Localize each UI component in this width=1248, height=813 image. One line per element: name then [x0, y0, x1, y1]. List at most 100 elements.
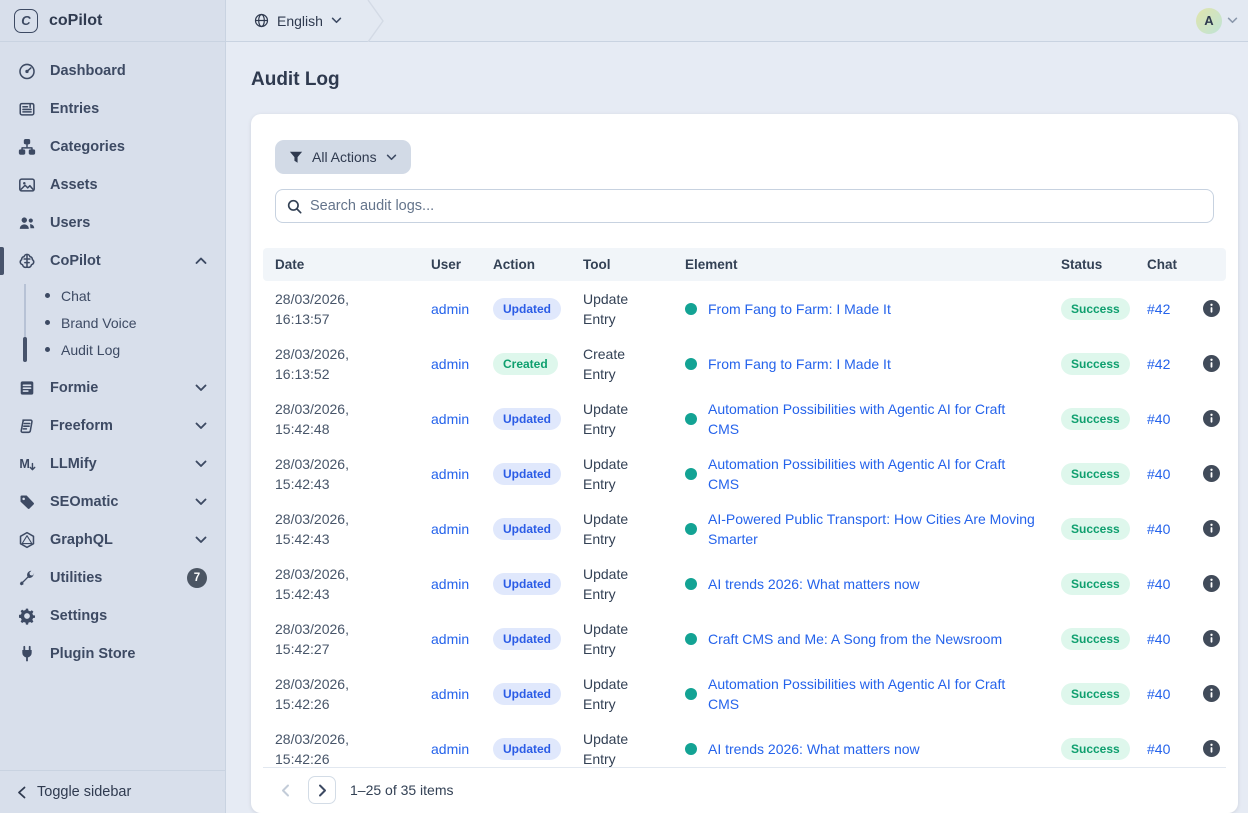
breadcrumb-separator-icon	[366, 0, 386, 42]
row-date: 28/03/2026,15:42:26	[263, 729, 419, 768]
sidebar-subitem-chat[interactable]: Chat	[0, 282, 225, 309]
table-row: 28/03/2026,15:42:26adminUpdatedUpdate En…	[263, 666, 1226, 721]
status-badge: Success	[1061, 408, 1130, 430]
sidebar-subitem-label: Audit Log	[61, 342, 120, 358]
chat-link[interactable]: #40	[1147, 521, 1170, 537]
info-icon[interactable]	[1203, 685, 1220, 702]
user-link[interactable]: admin	[431, 301, 469, 317]
app-window: C coPilot Dashboard Entries Categories Asse…	[0, 0, 1248, 813]
action-badge: Updated	[493, 463, 561, 485]
element-cell: Automation Possibilities with Agentic AI…	[673, 399, 1049, 439]
sidebar-item-assets[interactable]: Assets	[0, 166, 225, 204]
info-icon[interactable]	[1203, 410, 1220, 427]
sidebar-item-llmify[interactable]: MLLMify	[0, 445, 225, 483]
chat-link[interactable]: #40	[1147, 686, 1170, 702]
user-link[interactable]: admin	[431, 411, 469, 427]
chat-link[interactable]: #42	[1147, 301, 1170, 317]
sidebar-item-seomatic[interactable]: SEOmatic	[0, 483, 225, 521]
sidebar-item-label: Assets	[50, 177, 207, 193]
user-link[interactable]: admin	[431, 741, 469, 757]
sidebar-item-dashboard[interactable]: Dashboard	[0, 52, 225, 90]
user-link[interactable]: admin	[431, 466, 469, 482]
info-icon[interactable]	[1203, 520, 1220, 537]
toggle-sidebar-button[interactable]: Toggle sidebar	[0, 770, 225, 813]
brand[interactable]: C coPilot	[0, 0, 225, 42]
column-header-status: Status	[1049, 257, 1135, 272]
tool-label: Update Entry	[571, 564, 673, 604]
language-selector[interactable]: English	[254, 13, 342, 29]
sidebar-item-settings[interactable]: Settings	[0, 597, 225, 635]
element-link[interactable]: AI trends 2026: What matters now	[708, 574, 920, 594]
chevron-down-icon	[195, 384, 207, 392]
sidebar-subitem-brand-voice[interactable]: Brand Voice	[0, 309, 225, 336]
search-input[interactable]	[310, 198, 1202, 214]
info-icon[interactable]	[1203, 355, 1220, 372]
chat-link[interactable]: #40	[1147, 631, 1170, 647]
user-link[interactable]: admin	[431, 521, 469, 537]
chat-link[interactable]: #40	[1147, 466, 1170, 482]
column-header-tool: Tool	[571, 257, 673, 272]
sidebar-item-formie[interactable]: Formie	[0, 369, 225, 407]
element-cell: AI trends 2026: What matters now	[673, 574, 1049, 594]
next-page-button[interactable]	[308, 776, 336, 804]
previous-page-button[interactable]	[275, 784, 296, 797]
row-date: 28/03/2026,15:42:43	[263, 509, 419, 549]
info-icon[interactable]	[1203, 465, 1220, 482]
chat-link[interactable]: #40	[1147, 741, 1170, 757]
sidebar-item-label: Entries	[50, 101, 207, 117]
sidebar-item-graphql[interactable]: GraphQL	[0, 521, 225, 559]
sidebar-item-copilot[interactable]: CoPilot	[0, 242, 225, 280]
user-link[interactable]: admin	[431, 631, 469, 647]
info-icon[interactable]	[1203, 740, 1220, 757]
element-link[interactable]: Craft CMS and Me: A Song from the Newsro…	[708, 629, 1002, 649]
actions-filter-label: All Actions	[312, 149, 377, 165]
element-cell: From Fang to Farm: I Made It	[673, 354, 1049, 374]
sidebar-subitem-audit-log[interactable]: Audit Log	[0, 336, 225, 363]
sidebar-item-label: CoPilot	[50, 253, 182, 269]
actions-filter-button[interactable]: All Actions	[275, 140, 411, 174]
audit-log-panel: All Actions DateUserActionToolElementSta…	[251, 114, 1238, 813]
chat-link[interactable]: #40	[1147, 576, 1170, 592]
chat-link[interactable]: #40	[1147, 411, 1170, 427]
action-badge: Updated	[493, 738, 561, 760]
sidebar-item-label: Formie	[50, 380, 182, 396]
row-date: 28/03/2026,15:42:43	[263, 564, 419, 604]
element-link[interactable]: Automation Possibilities with Agentic AI…	[708, 674, 1035, 714]
user-menu-chevron-icon[interactable]	[1227, 17, 1238, 24]
info-icon[interactable]	[1203, 300, 1220, 317]
main-area: English A Audit Log All Ac	[226, 0, 1248, 813]
sidebar-item-entries[interactable]: Entries	[0, 90, 225, 128]
element-link[interactable]: AI-Powered Public Transport: How Cities …	[708, 509, 1035, 549]
sidebar-item-label: SEOmatic	[50, 494, 182, 510]
tool-label: Update Entry	[571, 619, 673, 659]
element-link[interactable]: From Fang to Farm: I Made It	[708, 354, 891, 374]
page-title: Audit Log	[251, 70, 1238, 89]
chevron-down-icon	[195, 422, 207, 430]
scribble-icon	[17, 417, 37, 435]
toggle-sidebar-label: Toggle sidebar	[37, 784, 131, 800]
element-link[interactable]: From Fang to Farm: I Made It	[708, 299, 891, 319]
sidebar-item-categories[interactable]: Categories	[0, 128, 225, 166]
search-icon	[287, 199, 302, 214]
info-icon[interactable]	[1203, 630, 1220, 647]
user-link[interactable]: admin	[431, 576, 469, 592]
info-icon[interactable]	[1203, 575, 1220, 592]
element-status-dot-icon	[685, 578, 697, 590]
sidebar-item-plugin-store[interactable]: Plugin Store	[0, 635, 225, 673]
table-row: 28/03/2026,15:42:26adminUpdatedUpdate En…	[263, 721, 1226, 767]
sidebar-item-freeform[interactable]: Freeform	[0, 407, 225, 445]
row-date: 28/03/2026,15:42:27	[263, 619, 419, 659]
avatar[interactable]: A	[1196, 8, 1222, 34]
element-link[interactable]: Automation Possibilities with Agentic AI…	[708, 454, 1035, 494]
user-link[interactable]: admin	[431, 686, 469, 702]
chat-link[interactable]: #42	[1147, 356, 1170, 372]
content-area: Audit Log All Actions	[226, 42, 1248, 813]
sidebar-item-users[interactable]: Users	[0, 204, 225, 242]
sidebar-item-utilities[interactable]: Utilities7	[0, 559, 225, 597]
status-badge: Success	[1061, 353, 1130, 375]
user-link[interactable]: admin	[431, 356, 469, 372]
gauge-icon	[17, 62, 37, 80]
element-link[interactable]: Automation Possibilities with Agentic AI…	[708, 399, 1035, 439]
element-link[interactable]: AI trends 2026: What matters now	[708, 739, 920, 759]
action-badge: Updated	[493, 298, 561, 320]
